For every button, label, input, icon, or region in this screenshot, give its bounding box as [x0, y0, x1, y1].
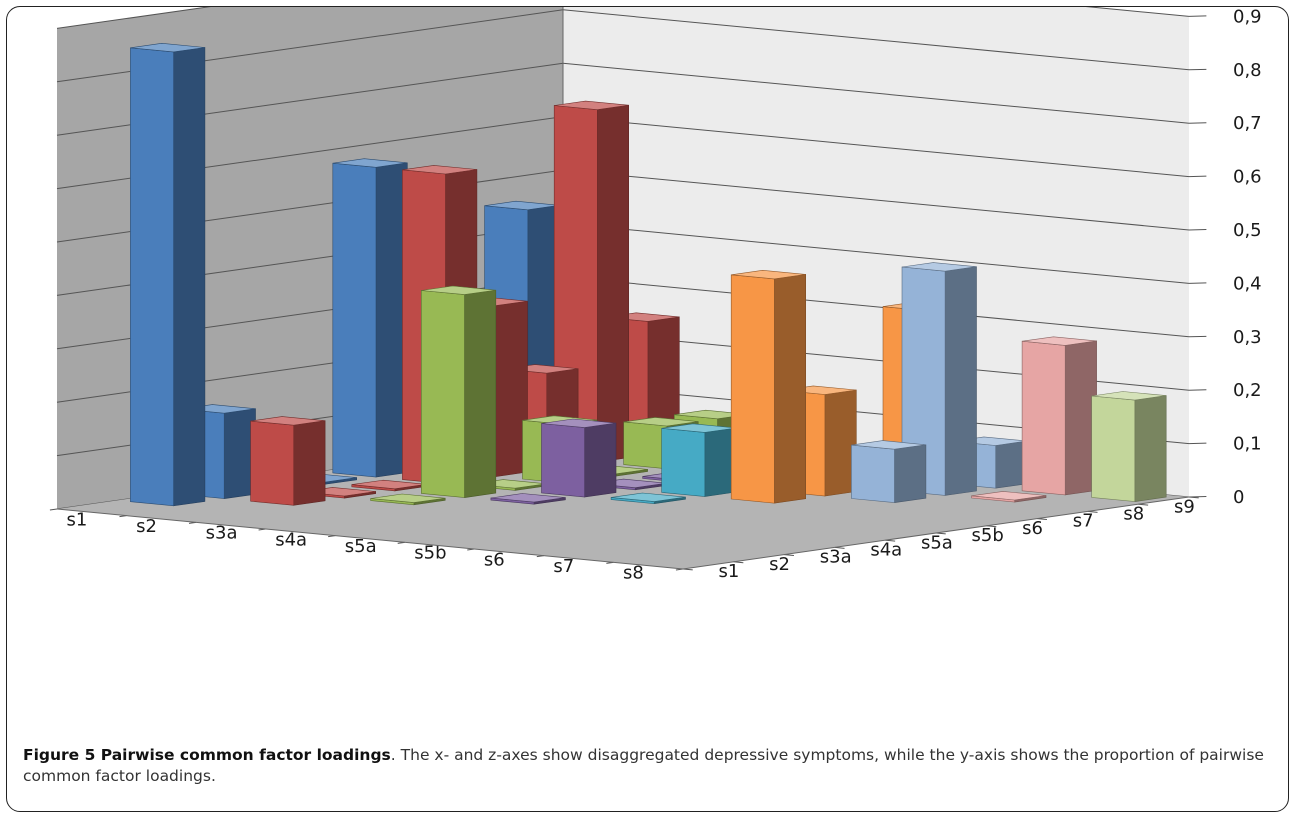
bar-s5b-s1	[332, 158, 408, 478]
z-axis-labels: s1 s2 s3a s4a s5a s5b s6 s7 s8	[49, 508, 684, 584]
bar-s5a-s4a	[490, 493, 566, 505]
bar-s8-s7	[971, 491, 1047, 503]
x-axis-label: s2	[769, 554, 790, 575]
bar-s4a-s3a	[370, 493, 446, 506]
z-axis-label: s5a	[345, 536, 377, 557]
x-axis-label: s5b	[972, 525, 1004, 546]
z-axis-label: s3a	[206, 523, 238, 544]
y-tick-label: 0,9	[1233, 7, 1262, 27]
caption-text: . The x- and z-axes show disaggregated d…	[23, 746, 1264, 785]
y-tick-label: 0	[1233, 487, 1244, 508]
y-axis-ticks: 0 0,1 0,2 0,3 0,4 0,5 0,6 0,7 0,8 0,9	[1233, 7, 1262, 508]
bar-s6-s5b	[730, 269, 807, 504]
z-axis-line	[56, 508, 684, 570]
z-axis-label: s1	[67, 509, 88, 530]
z-axis-label: s5b	[414, 543, 446, 564]
x-axis-label: s9	[1174, 496, 1195, 517]
chart-3d-bar: 0 0,1 0,2 0,3 0,4 0,5 0,6 0,7 0,8 0,9 s9 s8 s7 s6 s5b…	[49, 7, 1262, 584]
x-axis-label: s7	[1073, 511, 1094, 532]
bar-s6-s5a	[661, 423, 737, 497]
y-tick-label: 0,7	[1233, 113, 1262, 134]
z-axis-label: s8	[623, 563, 644, 584]
bar-s9-s8	[1091, 391, 1167, 502]
x-axis-label: s5a	[921, 532, 953, 553]
figure-frame: 0 0,1 0,2 0,3 0,4 0,5 0,6 0,7 0,8 0,9 s9 s8 s7 s6 s5b…	[6, 6, 1289, 812]
z-axis-label: s4a	[275, 529, 307, 550]
z-axis-label: s7	[553, 556, 574, 577]
x-axis-label: s4a	[870, 539, 902, 560]
x-axis-label: s1	[719, 561, 740, 582]
bar-s9-s7	[1021, 336, 1097, 496]
caption-label: Figure 5 Pairwise common factor loadings	[23, 746, 391, 764]
bar-s5b-s4a	[541, 418, 617, 498]
y-tick-label: 0,6	[1233, 167, 1262, 188]
x-axis-label: s8	[1123, 503, 1144, 524]
bar-s5a-s3a	[420, 285, 497, 498]
y-tick-label: 0,8	[1233, 60, 1262, 81]
z-tick-mark	[49, 508, 58, 511]
x-axis-labels: s9 s8 s7 s6 s5b s5a s4a s3a s2 s1	[682, 496, 1199, 582]
chart-bars	[130, 42, 1167, 507]
bar-s7-s6	[851, 440, 927, 503]
z-axis-label: s2	[136, 516, 157, 537]
bar-s5a-s2	[351, 479, 427, 492]
z-axis-label: s6	[484, 549, 505, 570]
x-axis-label: s3a	[820, 547, 852, 568]
figure-caption: Figure 5 Pairwise common factor loadings…	[23, 745, 1287, 787]
x-axis-line	[682, 496, 1190, 570]
y-tick-label: 0,3	[1233, 327, 1262, 348]
x-axis-label: s6	[1022, 518, 1043, 539]
y-tick-label: 0,2	[1233, 380, 1262, 401]
bar-s8-s6	[901, 262, 977, 496]
x-tick-mark	[1188, 496, 1199, 499]
bar-s5b-s5a	[610, 492, 686, 505]
y-tick-label: 0,1	[1233, 434, 1262, 455]
bar-s2-s1	[130, 42, 206, 507]
y-tick-label: 0,5	[1233, 220, 1262, 241]
bar-s3a-s2	[250, 416, 326, 506]
y-tick-label: 0,4	[1233, 273, 1262, 294]
